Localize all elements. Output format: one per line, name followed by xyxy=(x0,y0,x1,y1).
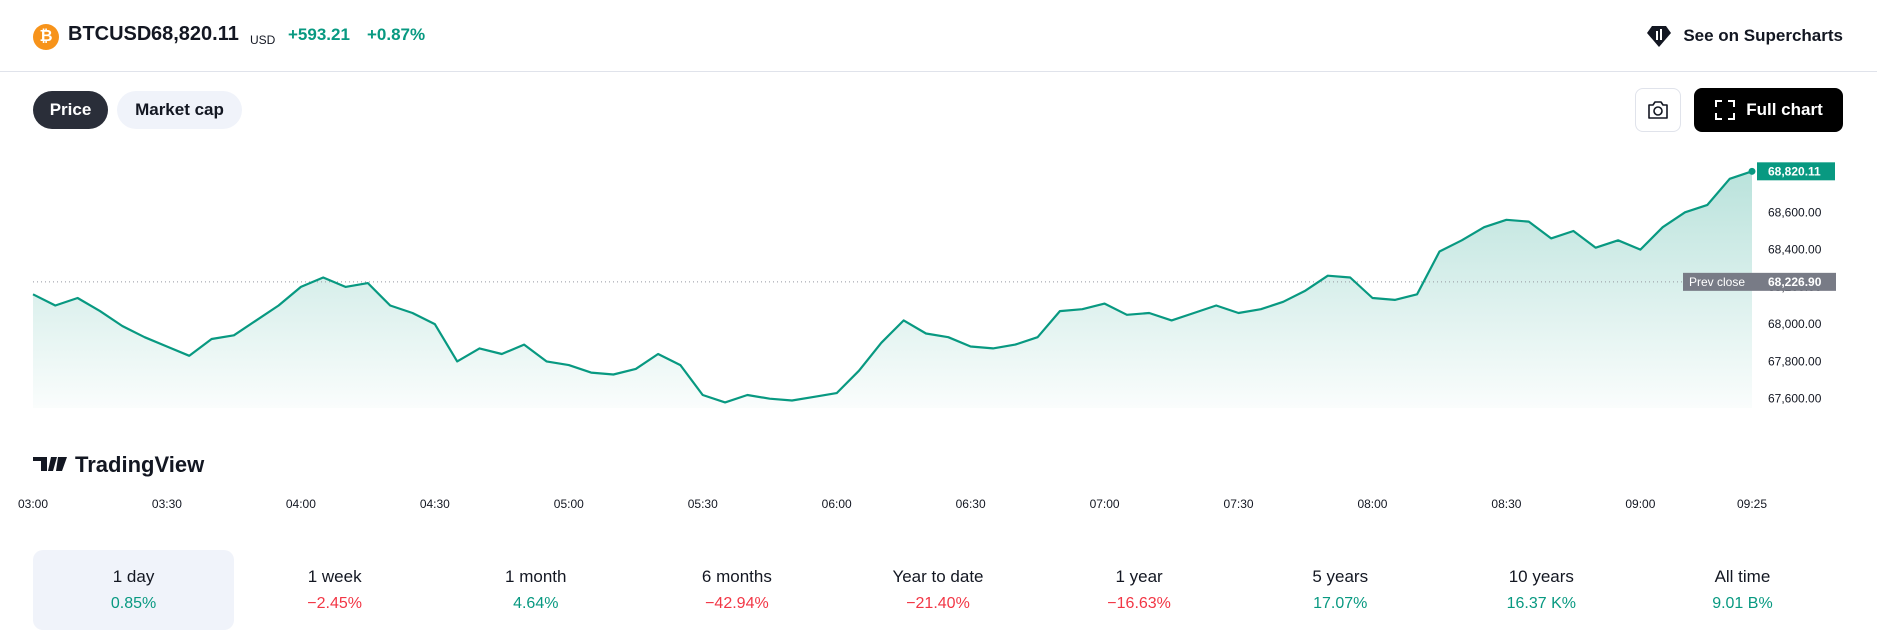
period-change: 9.01 B% xyxy=(1712,595,1773,612)
y-tick-label: 68,000.00 xyxy=(1768,317,1822,331)
tradingview-logo-text: TradingView xyxy=(75,452,205,477)
symbol-header: ₿ BTCUSD 68,820.11 USD +593.21 +0.87% Se… xyxy=(0,0,1877,72)
price-line xyxy=(32,170,1753,404)
period-tab[interactable]: 1 day 0.85% xyxy=(33,550,235,630)
tradingview-logo: TradingView xyxy=(33,452,205,477)
period-label: 1 year xyxy=(1115,567,1163,586)
full-chart-button[interactable]: Full chart xyxy=(1694,88,1843,132)
y-tick-label: 68,400.00 xyxy=(1768,243,1822,257)
period-performance-list: 1 day 0.85% 1 week −2.45% 1 month 4.64% 6 mont… xyxy=(33,550,1843,630)
period-tab[interactable]: 5 years 17.07% xyxy=(1240,550,1441,630)
period-label: 10 years xyxy=(1508,567,1574,586)
supercharts-label: See on Supercharts xyxy=(1683,26,1843,45)
x-axis: 03:00 03:30 04:00 04:30 05:00 05:30 06:00 06:30… xyxy=(18,497,1767,511)
price-chart[interactable]: 67,600.0067,800.0068,000.0068,200.0068,4… xyxy=(0,150,1877,520)
x-tick-label: 09:25 xyxy=(1737,497,1767,511)
tradingview-logo-icon xyxy=(33,457,67,471)
bitcoin-icon: ₿ xyxy=(33,24,59,50)
prev-close-label: Prev close xyxy=(1689,275,1745,289)
x-tick-label: 04:00 xyxy=(286,497,316,511)
period-change: −16.63% xyxy=(1107,595,1171,612)
period-label: 5 years xyxy=(1312,567,1369,586)
period-label: 1 day xyxy=(112,567,155,586)
period-tab[interactable]: 1 year −16.63% xyxy=(1039,550,1240,630)
see-on-supercharts-link[interactable]: See on Supercharts xyxy=(1645,21,1843,51)
period-change: −21.40% xyxy=(906,595,970,612)
prev-close-tag: Prev close 68,226.90 xyxy=(1683,272,1836,291)
fullscreen-icon xyxy=(1715,100,1736,120)
x-tick-label: 07:00 xyxy=(1090,497,1120,511)
period-change: −42.94% xyxy=(705,595,769,612)
period-tab[interactable]: 6 months −42.94% xyxy=(636,550,837,630)
x-tick-label: 08:00 xyxy=(1357,497,1387,511)
period-tab[interactable]: 10 years 16.37 K% xyxy=(1441,550,1642,630)
period-tab[interactable]: Year to date −21.40% xyxy=(837,550,1038,630)
last-price-dot xyxy=(1748,167,1756,175)
price-change: +593.21 xyxy=(288,25,350,44)
full-chart-label: Full chart xyxy=(1746,100,1823,119)
tab-market-cap[interactable]: Market cap xyxy=(117,91,242,129)
period-change: 4.64% xyxy=(513,595,559,612)
prev-close-tag-bg xyxy=(1683,272,1836,291)
price-currency: USD xyxy=(250,33,276,47)
x-tick-label: 06:30 xyxy=(956,497,986,511)
tab-price[interactable]: Price xyxy=(33,91,108,129)
y-tick-label: 67,600.00 xyxy=(1768,392,1822,406)
last-price-label: 68,820.11 xyxy=(1768,164,1821,178)
period-label: All time xyxy=(1714,567,1771,586)
symbol-name[interactable]: BTCUSD xyxy=(68,23,152,45)
last-price: 68,820.11 xyxy=(151,23,239,45)
price-change-percent: +0.87% xyxy=(367,25,426,44)
camera-icon xyxy=(1648,101,1668,119)
period-label: 1 month xyxy=(505,567,567,586)
prev-close-value: 68,226.90 xyxy=(1768,275,1822,289)
period-label: 1 week xyxy=(307,567,362,586)
y-tick-label: 68,600.00 xyxy=(1768,205,1822,219)
period-tab[interactable]: 1 month 4.64% xyxy=(435,550,636,630)
x-tick-label: 06:00 xyxy=(822,497,852,511)
y-axis: 67,600.0067,800.0068,000.0068,200.0068,4… xyxy=(1768,205,1822,405)
x-tick-label: 03:30 xyxy=(152,497,182,511)
x-tick-label: 05:00 xyxy=(554,497,584,511)
x-tick-label: 03:00 xyxy=(18,497,48,511)
supercharts-icon xyxy=(1647,26,1672,47)
period-change: 16.37 K% xyxy=(1506,595,1577,612)
x-tick-label: 04:30 xyxy=(420,497,450,511)
period-change: −2.45% xyxy=(307,595,363,612)
x-tick-label: 08:30 xyxy=(1491,497,1521,511)
period-label: 6 months xyxy=(701,567,772,586)
period-tab[interactable]: All time 9.01 B% xyxy=(1642,550,1843,630)
period-label: Year to date xyxy=(892,567,984,586)
x-tick-label: 09:00 xyxy=(1625,497,1655,511)
last-price-tag: 68,820.11 xyxy=(1757,162,1835,181)
price-area-fill xyxy=(33,171,1752,408)
period-tab[interactable]: 1 week −2.45% xyxy=(234,550,435,630)
last-price-tag-bg xyxy=(1757,162,1835,181)
y-tick-label: 67,800.00 xyxy=(1768,354,1822,368)
x-tick-label: 07:30 xyxy=(1224,497,1254,511)
x-tick-label: 05:30 xyxy=(688,497,718,511)
period-change: 17.07% xyxy=(1313,595,1368,612)
period-change: 0.85% xyxy=(110,595,157,612)
snapshot-button[interactable] xyxy=(1635,88,1681,132)
